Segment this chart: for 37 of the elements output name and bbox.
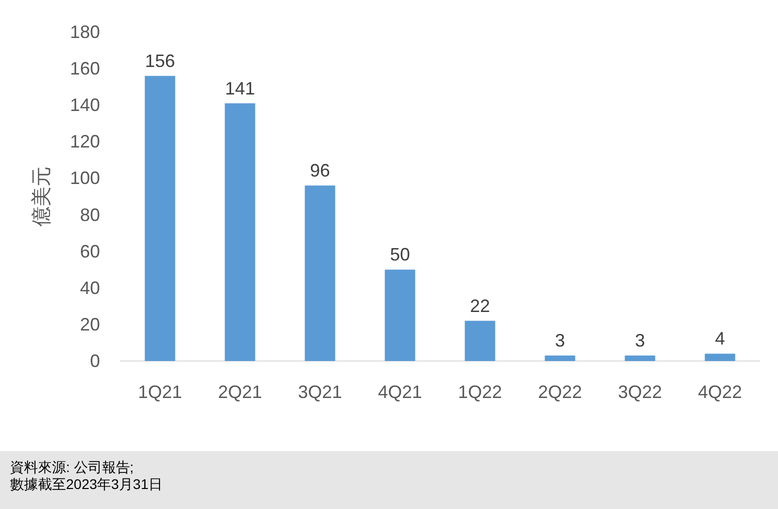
- y-tick-label: 100: [70, 168, 100, 188]
- x-tick-label: 1Q21: [138, 382, 182, 402]
- x-tick-label: 3Q22: [618, 382, 662, 402]
- data-label: 141: [224, 78, 256, 98]
- data-label: 3: [634, 330, 646, 351]
- x-tick-label: 3Q21: [298, 382, 342, 402]
- x-tick-label: 2Q22: [538, 382, 582, 402]
- x-tick-label: 2Q21: [218, 382, 262, 402]
- data-label: 156: [144, 50, 176, 71]
- bar: [704, 354, 736, 361]
- x-tick-label: 4Q22: [698, 382, 742, 402]
- bar: [304, 186, 336, 361]
- y-tick-label: 60: [80, 241, 100, 262]
- y-tick-label: 80: [80, 204, 100, 225]
- bar: [624, 356, 656, 361]
- bar: [224, 103, 256, 361]
- bar: [144, 76, 176, 361]
- data-label: 96: [310, 160, 330, 181]
- bar: [544, 356, 576, 361]
- data-label: 50: [390, 244, 410, 265]
- text: 數據截至2023年3月31日: [10, 476, 163, 492]
- data-label: 22: [470, 296, 490, 316]
- data-label: 3: [554, 330, 566, 351]
- x-tick-label: 4Q21: [378, 382, 422, 402]
- data-label: 4: [714, 328, 726, 349]
- y-tick-label: 180: [70, 22, 100, 42]
- y-axis-title: 億美元: [30, 166, 53, 226]
- source-note: 資料來源: 公司報告;: [10, 459, 134, 475]
- y-tick-label: 160: [70, 58, 100, 79]
- y-tick-label: 40: [80, 278, 100, 298]
- y-tick-label: 140: [70, 95, 100, 116]
- y-tick-label: 20: [80, 314, 100, 334]
- bar: [464, 320, 496, 361]
- bar: [384, 270, 416, 361]
- y-tick-label: 120: [70, 132, 100, 152]
- x-tick-label: 1Q22: [458, 382, 502, 402]
- y-tick-label: 0: [90, 351, 100, 371]
